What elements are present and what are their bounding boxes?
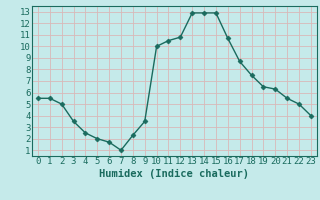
X-axis label: Humidex (Indice chaleur): Humidex (Indice chaleur) xyxy=(100,169,249,179)
